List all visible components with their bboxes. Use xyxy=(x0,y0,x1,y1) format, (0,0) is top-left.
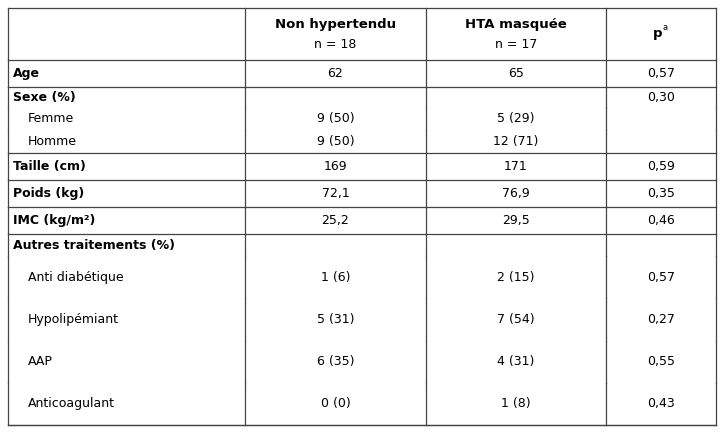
Text: 5 (29): 5 (29) xyxy=(497,112,535,125)
Text: 29,5: 29,5 xyxy=(502,214,530,227)
Text: n = 18: n = 18 xyxy=(314,38,357,51)
Text: Non hypertendu: Non hypertendu xyxy=(275,18,396,31)
Text: 9 (50): 9 (50) xyxy=(316,135,354,148)
Text: 0,35: 0,35 xyxy=(647,187,675,200)
Text: 76,9: 76,9 xyxy=(502,187,530,200)
Text: n = 17: n = 17 xyxy=(494,38,537,51)
Text: 0,30: 0,30 xyxy=(647,90,675,103)
Text: Poids (kg): Poids (kg) xyxy=(13,187,84,200)
Text: 72,1: 72,1 xyxy=(321,187,349,200)
Text: 65: 65 xyxy=(508,67,524,80)
Text: 0,43: 0,43 xyxy=(647,397,675,410)
Text: 169: 169 xyxy=(324,160,348,173)
Text: 1 (8): 1 (8) xyxy=(501,397,531,410)
Text: Sexe (%): Sexe (%) xyxy=(13,90,76,103)
Text: Taille (cm): Taille (cm) xyxy=(13,160,86,173)
Text: 0,57: 0,57 xyxy=(647,271,675,284)
Text: 5 (31): 5 (31) xyxy=(316,313,354,326)
Text: 0,27: 0,27 xyxy=(647,313,675,326)
Text: 0,55: 0,55 xyxy=(647,355,675,368)
Text: 7 (54): 7 (54) xyxy=(497,313,535,326)
Text: Autres traitements (%): Autres traitements (%) xyxy=(13,239,175,252)
Text: 0,46: 0,46 xyxy=(647,214,675,227)
Text: Homme: Homme xyxy=(28,135,77,148)
Text: a: a xyxy=(662,23,668,32)
Text: 0 (0): 0 (0) xyxy=(321,397,350,410)
Text: Anti diabétique: Anti diabétique xyxy=(28,271,124,284)
Text: 171: 171 xyxy=(504,160,528,173)
Text: 0,59: 0,59 xyxy=(647,160,675,173)
Text: 2 (15): 2 (15) xyxy=(497,271,535,284)
Text: Anticoagulant: Anticoagulant xyxy=(28,397,115,410)
Text: 6 (35): 6 (35) xyxy=(316,355,354,368)
Text: p: p xyxy=(652,28,662,41)
Text: AAP: AAP xyxy=(28,355,53,368)
Text: IMC (kg/m²): IMC (kg/m²) xyxy=(13,214,96,227)
Text: 9 (50): 9 (50) xyxy=(316,112,354,125)
Text: 0,57: 0,57 xyxy=(647,67,675,80)
Text: Hypolipémiant: Hypolipémiant xyxy=(28,313,119,326)
Text: 12 (71): 12 (71) xyxy=(493,135,539,148)
Text: 4 (31): 4 (31) xyxy=(497,355,535,368)
Text: 25,2: 25,2 xyxy=(321,214,349,227)
Text: Age: Age xyxy=(13,67,40,80)
Text: HTA masquée: HTA masquée xyxy=(465,18,567,31)
Text: 62: 62 xyxy=(327,67,343,80)
Text: Femme: Femme xyxy=(28,112,75,125)
Text: 1 (6): 1 (6) xyxy=(321,271,350,284)
